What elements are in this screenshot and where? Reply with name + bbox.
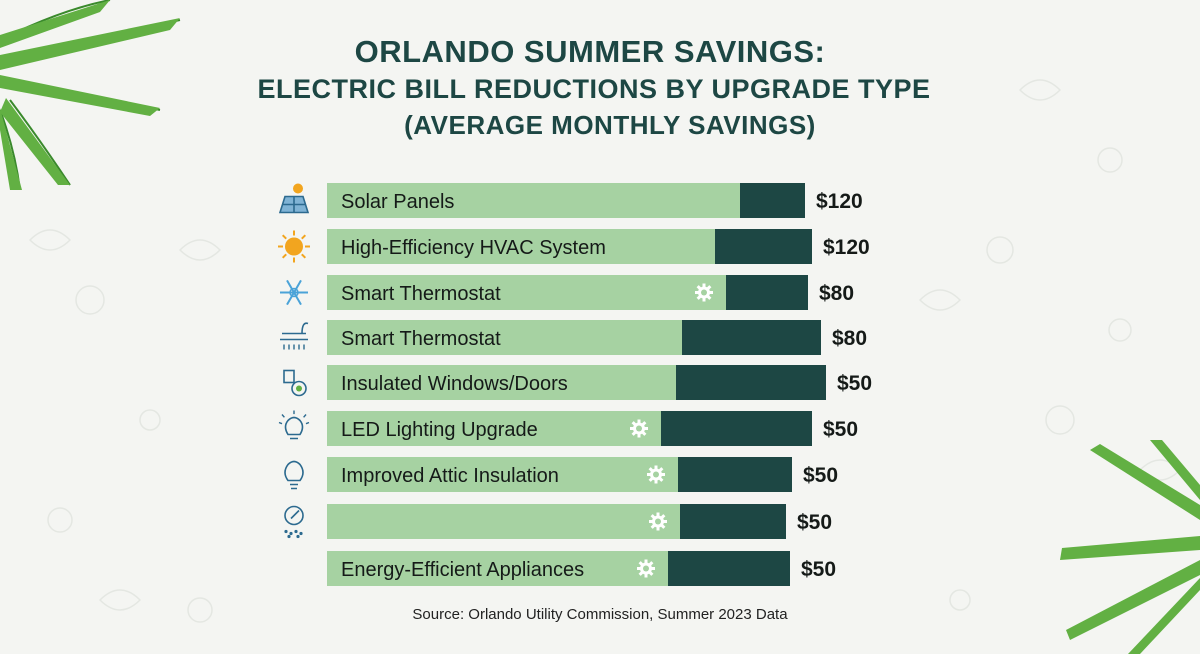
bar-dark-segment	[661, 411, 812, 446]
gear-icon	[695, 283, 713, 302]
bar-value-label: $50	[801, 558, 836, 581]
solar-panel-icon	[278, 183, 310, 214]
bar-value-label: $120	[823, 236, 870, 259]
bar-light-segment	[327, 320, 682, 355]
bar-light-segment	[327, 183, 740, 218]
gear-icon	[647, 465, 665, 484]
lightbulb-icon	[284, 460, 304, 490]
bar-label: Smart Thermostat	[341, 283, 501, 305]
bar-light-segment	[327, 365, 676, 400]
bar-dark-segment	[682, 320, 821, 355]
gear-icon	[630, 419, 648, 438]
title-line-2: ELECTRIC BILL REDUCTIONS BY UPGRADE TYPE	[257, 74, 931, 104]
bar-dark-segment	[726, 275, 808, 310]
shower-icon	[280, 322, 309, 350]
bar-dark-segment	[676, 365, 826, 400]
sun-icon	[278, 230, 310, 263]
bar-label: Energy-Efficient Appliances	[341, 559, 584, 581]
window-tools-icon	[283, 369, 307, 397]
bar-dark-segment	[668, 551, 790, 586]
bar-label: Smart Thermostat	[341, 328, 501, 350]
bar-dark-segment	[715, 229, 812, 264]
bar-light-segment	[327, 411, 661, 446]
bar-value-label: $80	[819, 282, 854, 305]
bar-label: High-Efficiency HVAC System	[341, 237, 606, 259]
bar-value-label: $50	[823, 418, 858, 441]
title-line-3: (AVERAGE MONTHLY SAVINGS)	[404, 110, 816, 140]
bar-value-label: $50	[797, 511, 832, 534]
bar-label: LED Lighting Upgrade	[341, 419, 538, 441]
bar-value-label: $50	[803, 464, 838, 487]
brush-icon	[284, 505, 304, 539]
bar-light-segment	[327, 229, 715, 264]
palm-leaf-bottom-right	[1060, 440, 1200, 654]
bar-light-segment	[327, 551, 668, 586]
title-line-1: ORLANDO SUMMER SAVINGS:	[354, 34, 826, 69]
snowflake-icon	[280, 279, 308, 306]
lightbulb-glow-icon	[278, 410, 310, 440]
palm-leaf-top-left	[0, 0, 181, 190]
bar-dark-segment	[680, 504, 786, 539]
bar-value-label: $80	[832, 327, 867, 350]
bar-value-label: $50	[837, 372, 872, 395]
bar-light-segment	[327, 504, 680, 539]
bar-label: Improved Attic Insulation	[341, 465, 559, 487]
bar-light-segment	[327, 275, 726, 310]
bar-dark-segment	[678, 457, 792, 492]
bar-dark-segment	[740, 183, 805, 218]
bar-label: Solar Panels	[341, 191, 454, 213]
bar-label: Insulated Windows/Doors	[341, 373, 568, 395]
gear-icon	[649, 512, 667, 531]
source-note: Source: Orlando Utility Commission, Summ…	[412, 606, 788, 623]
bar-light-segment	[327, 457, 678, 492]
bar-value-label: $120	[816, 190, 863, 213]
gear-icon	[637, 559, 655, 578]
